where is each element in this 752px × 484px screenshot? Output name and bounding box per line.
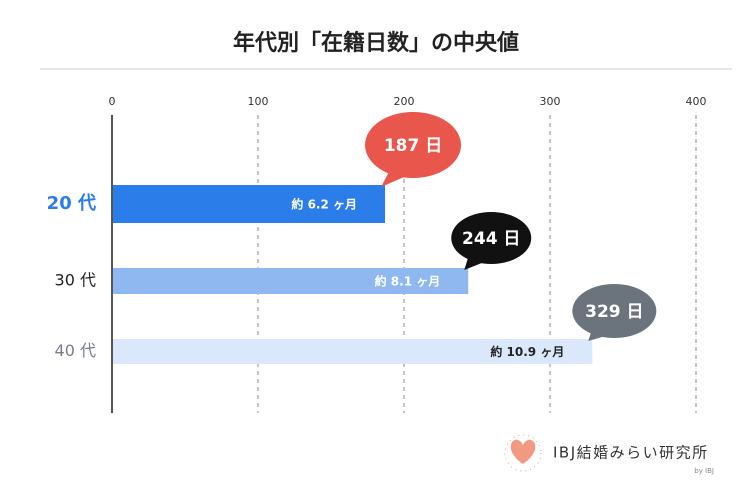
logo-heart [510,439,536,464]
logo-ring [504,434,542,472]
category-label: 30 代 [55,271,96,290]
bar [113,339,593,364]
callout-bubble [451,212,532,264]
logo: IBJ結婚みらい研究所 by IBJ [504,434,714,475]
bar-inner-label: 約 6.2 ヶ月 [291,197,357,212]
chart-title: 年代別「在籍日数」の中央値 [233,30,519,56]
x-tick-label: 400 [686,95,707,108]
value-label: 244 日 [462,229,520,249]
x-tick-label: 300 [540,95,561,108]
bar [113,185,386,223]
bar-inner-label: 約 8.1 ヶ月 [375,274,441,289]
callout-bubble [365,112,462,178]
value-label: 329 日 [585,302,643,322]
logo-text: IBJ結婚みらい研究所 [553,444,709,462]
x-tick-label: 200 [394,95,415,108]
callout-bubble [572,284,657,338]
bar-inner-label: 約 10.9 ヶ月 [490,344,564,359]
category-label: 40 代 [55,341,96,360]
logo-by: by IBJ [694,467,714,475]
x-tick-label: 0 [109,95,116,108]
bar [113,268,469,294]
x-tick-label: 100 [248,95,269,108]
value-label: 187 日 [384,136,442,156]
category-label: 20 代 [47,193,96,214]
